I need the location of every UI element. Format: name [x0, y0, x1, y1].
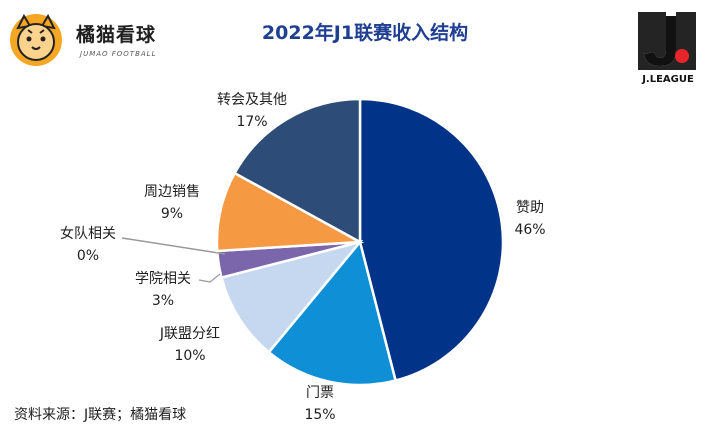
brand-subtitle: JUMAO FOOTBALL: [80, 50, 157, 58]
pie-slice-6: [215, 171, 365, 253]
pie-slice-1: [358, 97, 505, 383]
brand-block: 橘猫看球 JUMAO FOOTBALL: [8, 12, 178, 68]
leader-line-4: [198, 273, 221, 283]
slice-value-1: 46%: [514, 222, 545, 238]
brand-name: 橘猫看球: [76, 24, 157, 46]
slice-label-6: 周边销售: [144, 184, 200, 200]
slice-label-2: 门票: [306, 385, 334, 401]
slice-label-7: 转会及其他: [217, 92, 287, 108]
slice-label-5: 女队相关: [60, 225, 116, 242]
jleague-logo-icon: [638, 12, 696, 70]
slice-label-3: J联盟分红: [159, 326, 220, 342]
slice-value-5: 0%: [77, 248, 99, 264]
slice-value-4: 3%: [152, 293, 174, 309]
slice-value-2: 15%: [304, 407, 335, 423]
source-note: 资料来源：J联赛；橘猫看球: [14, 407, 187, 423]
slice-value-3: 10%: [174, 348, 205, 364]
slice-label-4: 学院相关: [135, 271, 191, 287]
cat-logo-icon: [10, 13, 62, 66]
slice-label-1: 赞助: [516, 200, 544, 216]
leader-line-5: [121, 237, 226, 255]
jleague-logo-text: J.LEAGUE: [642, 74, 694, 85]
slice-value-6: 9%: [161, 206, 183, 222]
chart-title: 2022年J1联赛收入结构: [261, 22, 469, 44]
slice-value-7: 17%: [236, 114, 267, 130]
pie-slice-2: [267, 239, 398, 387]
pie-slice-7: [232, 97, 362, 245]
